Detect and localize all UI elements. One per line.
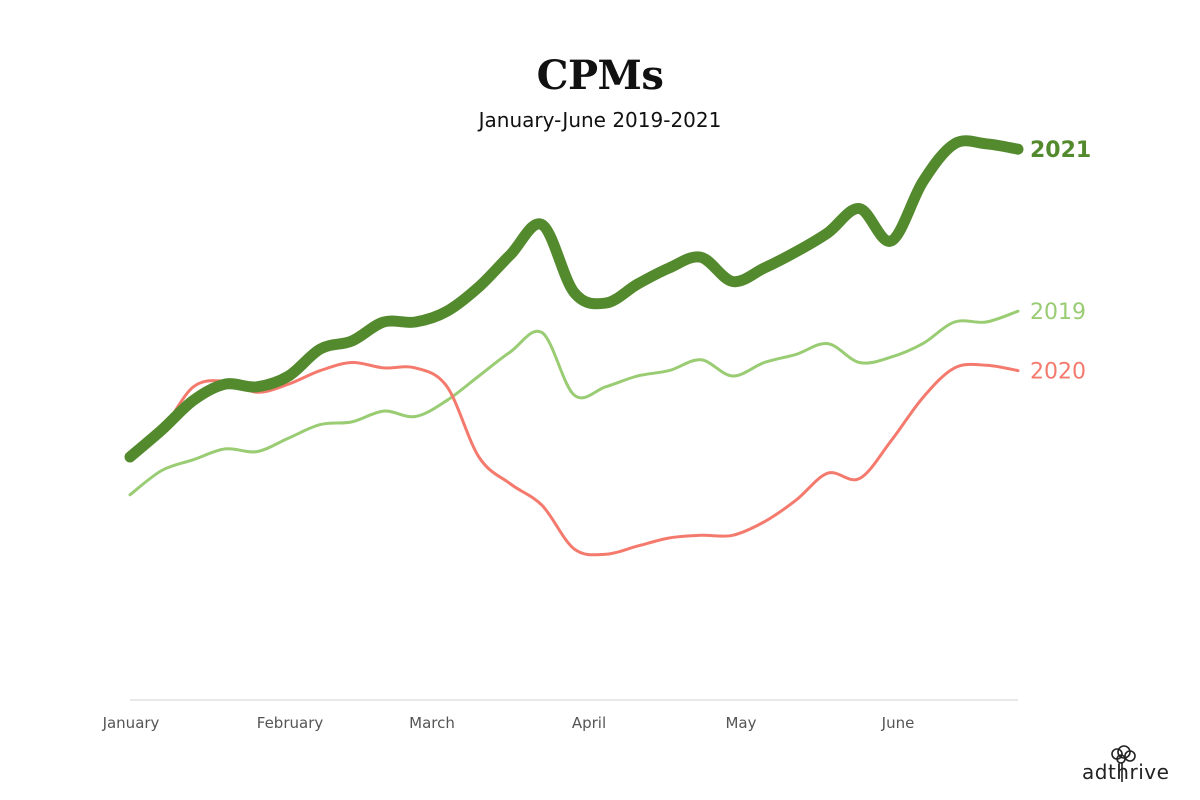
x-tick-label: January — [102, 714, 160, 732]
x-tick-label: February — [257, 714, 324, 732]
tree-icon — [1111, 745, 1136, 782]
series-line-2019 — [128, 309, 1020, 497]
series-line-2020 — [128, 360, 1020, 557]
chart-subtitle: January-June 2019-2021 — [478, 108, 722, 132]
series-label-2020: 2020 — [1030, 360, 1086, 385]
x-tick-label: May — [725, 714, 756, 732]
series-label-2021: 2021 — [1030, 138, 1091, 163]
series-lines — [124, 135, 1024, 557]
x-tick-label: June — [881, 714, 915, 732]
x-tick-label: March — [409, 714, 455, 732]
logo-wordmark: adthrive — [1082, 760, 1170, 784]
x-tick-label: April — [572, 714, 606, 732]
x-axis-ticks: January February March April May June — [102, 714, 915, 732]
series-label-2019: 2019 — [1030, 300, 1086, 325]
adthrive-logo: adthrive — [1082, 744, 1182, 788]
series-labels: 2019 2020 2021 — [1030, 138, 1091, 384]
chart-title: CPMs — [536, 52, 664, 99]
series-line-2021 — [124, 135, 1024, 463]
